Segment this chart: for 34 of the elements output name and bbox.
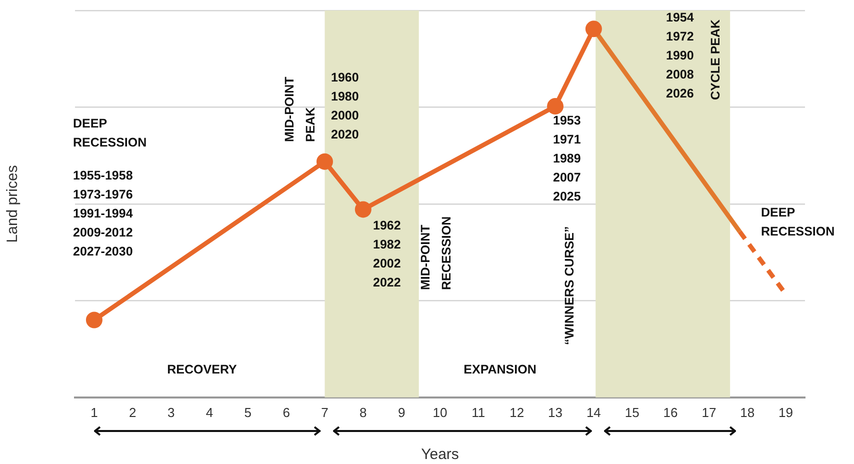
y-axis-title: Land prices bbox=[4, 165, 22, 243]
x-tick-label: 5 bbox=[244, 404, 252, 420]
x-tick-label: 17 bbox=[702, 404, 716, 420]
x-tick-label: 18 bbox=[740, 404, 755, 420]
x-tick-label: 13 bbox=[548, 404, 562, 420]
x-tick-label: 3 bbox=[167, 404, 175, 420]
x-tick-label: 14 bbox=[586, 404, 601, 420]
annotation: 1962 1982 2002 2022 bbox=[373, 218, 401, 290]
x-tick-label: 16 bbox=[663, 404, 678, 420]
annotation: EXPANSION bbox=[464, 362, 536, 376]
annotation: DEEP RECESSION bbox=[761, 206, 835, 239]
x-tick-label: 19 bbox=[778, 404, 794, 420]
x-tick-label: 4 bbox=[206, 404, 214, 420]
annotation: 1960 1980 2000 2020 bbox=[331, 70, 359, 142]
annotation: MID-POINT RECESSION bbox=[418, 216, 454, 290]
annotation: “WINNERS CURSE” bbox=[562, 226, 576, 345]
annotation: CYCLE PEAK bbox=[708, 19, 722, 100]
annotation: 1954 1972 1990 2008 2026 bbox=[666, 10, 694, 101]
annotation: 1953 1971 1989 2007 2025 bbox=[553, 114, 581, 204]
x-tick-label: 15 bbox=[624, 404, 640, 420]
x-tick-label: 9 bbox=[398, 404, 406, 420]
x-tick-label: 12 bbox=[510, 404, 524, 420]
x-tick-label: 11 bbox=[472, 404, 486, 420]
annotation: MID-POINT PEAK bbox=[282, 76, 318, 142]
annotation: 1955-1958 1973-1976 1991-1994 2009-2012 2027-2030 bbox=[73, 168, 133, 259]
annotation: RECOVERY bbox=[167, 362, 238, 376]
x-tick-label: 7 bbox=[321, 404, 328, 420]
x-tick-label: 8 bbox=[360, 404, 367, 420]
x-tick-label: 1 bbox=[90, 404, 98, 420]
annotation: DEEP RECESSION bbox=[73, 116, 147, 150]
x-tick-label: 10 bbox=[432, 404, 448, 420]
x-axis-title: Years bbox=[421, 446, 459, 464]
x-tick-label: 6 bbox=[282, 404, 290, 420]
x-tick-label: 2 bbox=[129, 404, 136, 420]
